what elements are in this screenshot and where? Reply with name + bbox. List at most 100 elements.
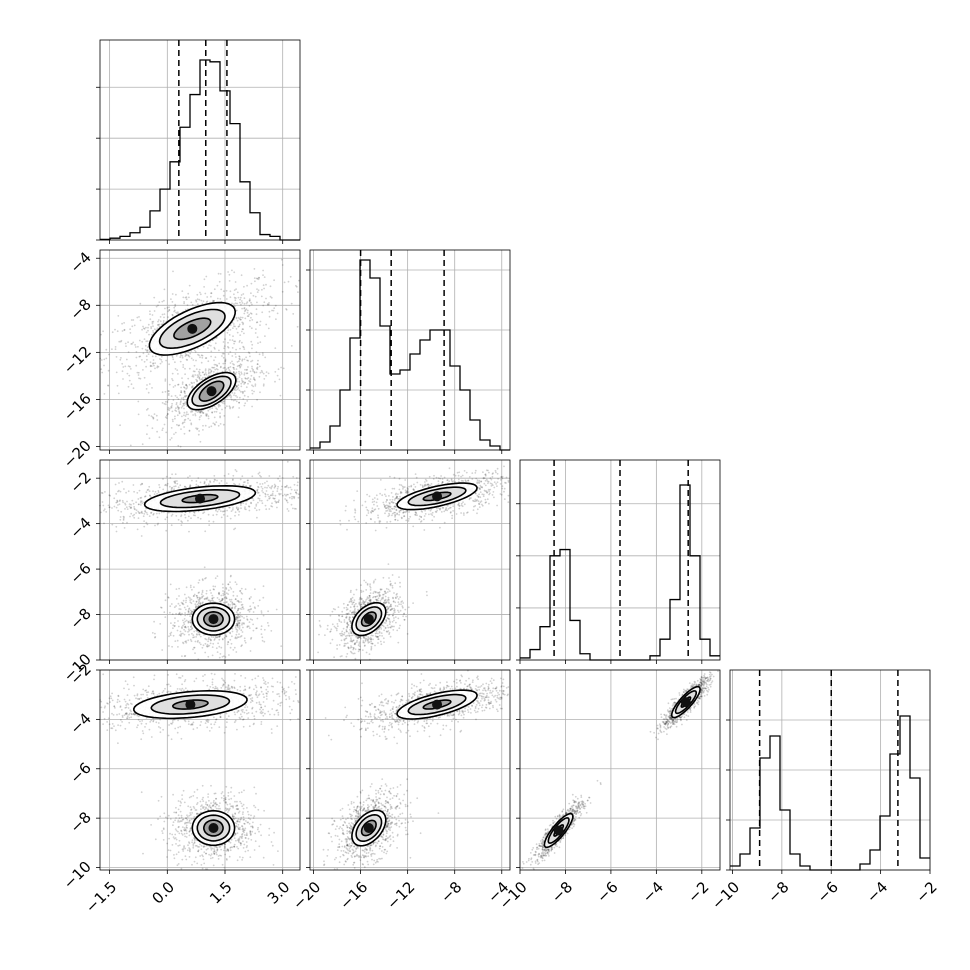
scatter-point <box>154 362 157 364</box>
scatter-point <box>196 347 199 350</box>
scatter-point <box>346 528 348 531</box>
scatter-point <box>254 588 256 591</box>
scatter-point <box>457 474 460 477</box>
scatter-point <box>277 368 280 371</box>
scatter-point <box>143 328 146 330</box>
scatter-point <box>274 380 276 383</box>
scatter-point <box>220 480 223 482</box>
scatter-point <box>193 381 196 384</box>
scatter-point <box>169 634 172 637</box>
scatter-point <box>253 606 256 608</box>
scatter-point <box>207 409 210 412</box>
scatter-point <box>211 599 214 602</box>
scatter-point <box>219 298 222 300</box>
scatter-point <box>165 529 168 532</box>
scatter-point <box>172 627 174 630</box>
scatter-point <box>151 322 154 325</box>
scatter-point <box>238 325 241 328</box>
scatter-point <box>119 490 122 493</box>
scatter-point <box>188 607 191 610</box>
scatter-point <box>125 358 128 361</box>
scatter-point <box>406 633 409 635</box>
scatter-point <box>243 346 245 349</box>
scatter-point <box>192 375 195 378</box>
scatter-point <box>178 634 181 636</box>
scatter-point <box>204 577 206 580</box>
scatter-point <box>227 329 230 332</box>
scatter-point <box>248 610 251 613</box>
scatter-point <box>412 525 415 528</box>
scatter-point <box>182 632 184 635</box>
scatter-point <box>228 280 231 282</box>
scatter-point <box>152 513 155 516</box>
scatter-point <box>193 593 196 596</box>
scatter-point <box>237 325 240 328</box>
scatter-point <box>132 319 135 321</box>
scatter-point <box>146 351 149 353</box>
scatter-point <box>228 334 231 336</box>
scatter-point <box>141 328 144 331</box>
scatter-point <box>418 518 421 521</box>
scatter-point <box>195 600 198 603</box>
scatter-point <box>423 484 426 487</box>
scatter-point <box>440 475 442 477</box>
scatter-point <box>170 298 172 300</box>
scatter-point <box>436 509 439 512</box>
scatter-point <box>149 310 151 313</box>
scatter-point <box>248 597 251 600</box>
scatter-point <box>238 621 240 624</box>
scatter-point <box>238 627 241 630</box>
scatter-point <box>383 629 385 632</box>
scatter-point <box>214 368 217 371</box>
scatter-point <box>387 515 390 518</box>
scatter-point <box>190 423 193 426</box>
scatter-point <box>264 504 267 507</box>
scatter-point <box>103 364 105 367</box>
scatter-point <box>243 383 246 385</box>
scatter-point <box>250 292 252 295</box>
scatter-point <box>207 638 210 641</box>
scatter-point <box>240 330 243 333</box>
scatter-point <box>439 507 442 510</box>
scatter-point <box>365 514 368 517</box>
scatter-point <box>266 622 269 624</box>
scatter-point <box>263 628 266 631</box>
scatter-point <box>385 501 388 503</box>
scatter-point <box>200 378 203 381</box>
scatter-point <box>219 510 222 512</box>
scatter-point <box>149 313 151 316</box>
scatter-point <box>503 490 505 493</box>
scatter-point <box>157 522 160 525</box>
scatter-point <box>231 355 234 357</box>
scatter-point <box>443 510 446 513</box>
scatter-point <box>157 319 160 321</box>
scatter-point <box>199 440 202 443</box>
scatter-point <box>397 598 400 600</box>
scatter-point <box>266 480 268 483</box>
scatter-point <box>181 415 183 418</box>
scatter-point <box>227 341 229 344</box>
scatter-point <box>190 624 193 626</box>
scatter-point <box>107 369 110 372</box>
scatter-point <box>151 632 154 634</box>
scatter-point <box>137 374 140 376</box>
scatter-point <box>424 478 427 481</box>
scatter-point <box>378 591 381 594</box>
scatter-point <box>219 653 222 655</box>
scatter-point <box>229 290 232 293</box>
scatter-point <box>243 348 246 350</box>
scatter-point <box>244 317 247 320</box>
scatter-point <box>420 520 423 522</box>
scatter-point <box>123 322 125 324</box>
scatter-point <box>372 581 375 584</box>
scatter-point <box>183 414 185 417</box>
scatter-point <box>216 575 219 577</box>
scatter-point <box>174 431 177 434</box>
scatter-point <box>252 629 255 632</box>
scatter-point <box>138 339 141 342</box>
scatter-point <box>255 351 258 353</box>
scatter-point <box>205 478 208 481</box>
scatter-point <box>503 465 505 468</box>
scatter-point <box>253 371 256 374</box>
scatter-point <box>175 515 178 517</box>
